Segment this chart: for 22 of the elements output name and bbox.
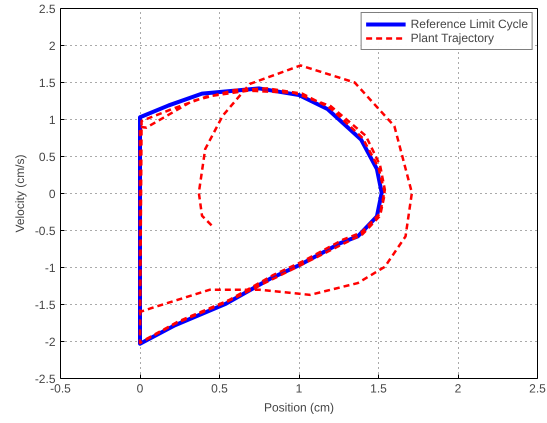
y-tick-label: 0: [48, 187, 56, 201]
y-tick-label: 0.5: [38, 150, 56, 164]
y-tick-label: -1.5: [34, 298, 56, 312]
y-tick-label: -1: [44, 261, 56, 275]
y-tick-label: 2.5: [38, 2, 56, 16]
x-axis-title: Position (cm): [264, 400, 334, 414]
y-tick-label: 2: [48, 39, 56, 53]
legend-label: Plant Trajectory: [410, 31, 494, 45]
x-tick-label: 1.5: [370, 382, 388, 396]
x-tick-label: 1: [296, 382, 303, 396]
y-axis-title: Velocity (cm/s): [12, 154, 27, 233]
line-series: [138, 64, 414, 344]
y-tick-label: -2.5: [34, 372, 56, 386]
x-tick-label: 0: [136, 382, 144, 396]
y-tick-label: -2: [44, 335, 56, 349]
y-tick-label: 1: [48, 113, 56, 127]
y-tick-label: 1.5: [38, 76, 56, 90]
legend-label: Reference Limit Cycle: [410, 17, 528, 31]
y-tick-label: -0.5: [34, 224, 56, 238]
x-tick-label: 2.5: [529, 382, 546, 396]
x-tick-label: 2: [454, 382, 462, 396]
x-tick-label: 0.5: [211, 382, 228, 396]
